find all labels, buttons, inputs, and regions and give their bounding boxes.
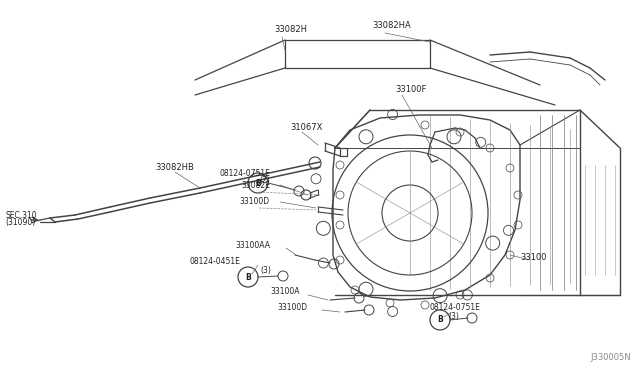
Text: 08124-0751E: 08124-0751E: [219, 169, 270, 177]
Text: 33100AA: 33100AA: [235, 241, 270, 250]
Text: (3): (3): [448, 311, 459, 321]
Text: 33100D: 33100D: [240, 198, 270, 206]
Text: 31067X: 31067X: [290, 124, 323, 132]
Text: 33100A: 33100A: [271, 288, 300, 296]
Text: 33082HA: 33082HA: [372, 20, 411, 29]
Text: B: B: [437, 315, 443, 324]
Text: 08124-0751E: 08124-0751E: [430, 304, 481, 312]
Text: SEC.310: SEC.310: [5, 211, 36, 219]
Text: (3): (3): [260, 266, 271, 275]
Text: 33100D: 33100D: [278, 304, 308, 312]
Text: 33082E: 33082E: [241, 180, 270, 189]
Text: J330005N: J330005N: [590, 353, 630, 362]
Text: 33082HB: 33082HB: [155, 164, 194, 173]
Text: (31090): (31090): [5, 218, 35, 228]
Text: (2): (2): [259, 176, 270, 185]
Text: 08124-0451E: 08124-0451E: [189, 257, 240, 266]
Text: 33082H: 33082H: [274, 26, 307, 35]
Text: 33100F: 33100F: [395, 86, 426, 94]
Text: B: B: [245, 273, 251, 282]
Text: 33100: 33100: [520, 253, 547, 263]
Text: B: B: [255, 179, 261, 187]
